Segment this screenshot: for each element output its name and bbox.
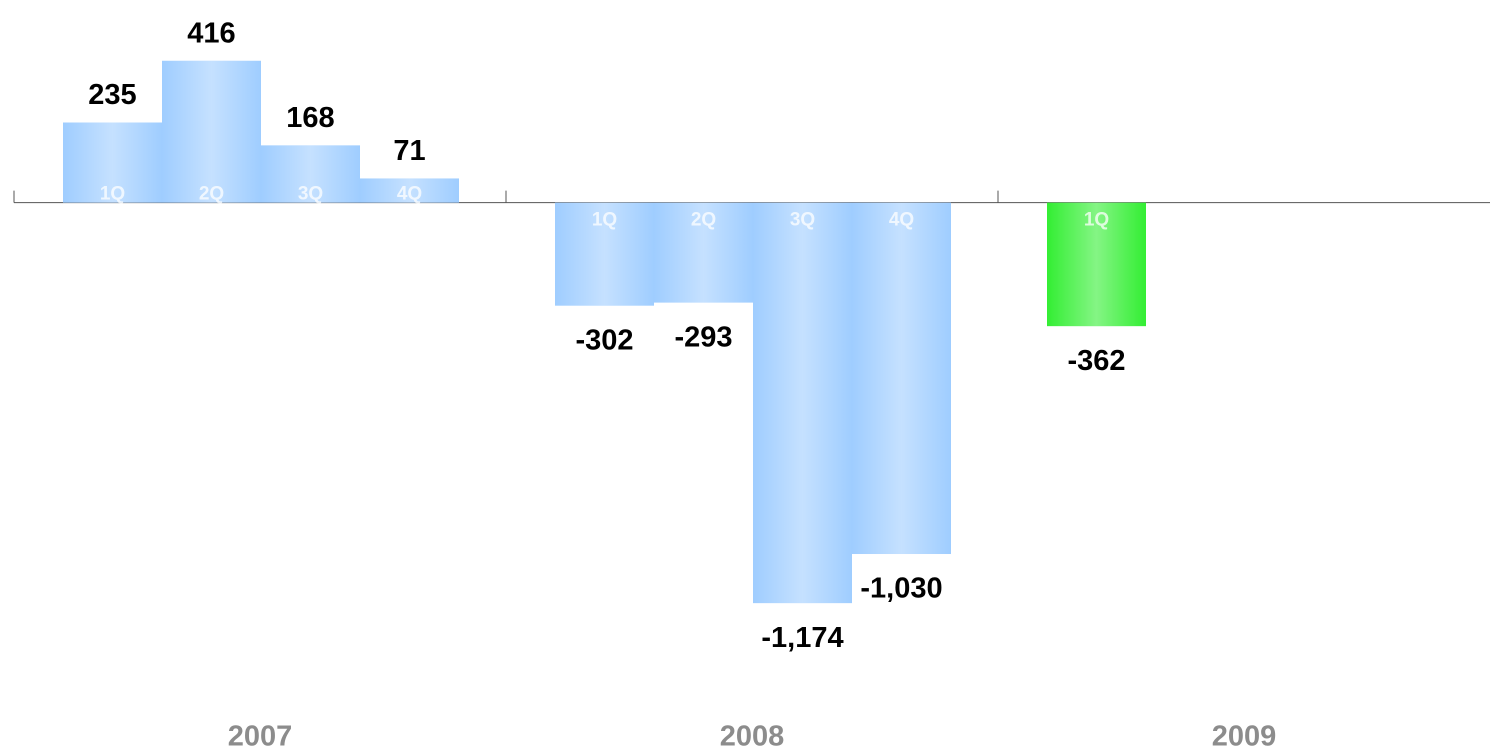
bar-highlight	[63, 122, 162, 203]
bar-highlight	[261, 145, 360, 203]
quarter-label: 3Q	[790, 210, 815, 231]
value-label: -302	[575, 324, 633, 356]
bar-highlight	[852, 202, 951, 555]
value-label: -293	[674, 321, 732, 353]
bar-highlight	[654, 202, 753, 303]
quarter-label: 1Q	[1084, 210, 1109, 231]
year-label: 2007	[228, 721, 293, 751]
value-label: -1,174	[761, 622, 843, 654]
year-label: 2008	[720, 721, 785, 751]
bar-highlight	[753, 202, 852, 604]
value-label: -1,030	[860, 573, 942, 605]
bar-highlight	[555, 202, 654, 306]
quarter-label: 1Q	[100, 184, 125, 205]
bar-highlight	[360, 178, 459, 203]
value-label: 235	[88, 79, 136, 111]
value-label: 168	[286, 102, 334, 134]
quarter-label: 2Q	[691, 210, 716, 231]
value-label: 71	[393, 135, 425, 167]
value-label: 416	[187, 17, 235, 49]
bar-highlight	[162, 60, 261, 203]
quarter-label: 3Q	[298, 184, 323, 205]
quarter-label: 4Q	[397, 184, 422, 205]
quarter-label: 4Q	[889, 210, 914, 231]
value-label: -362	[1067, 345, 1125, 377]
bar-highlight	[1047, 202, 1146, 327]
quarter-label: 1Q	[592, 210, 617, 231]
year-label: 2009	[1212, 721, 1277, 751]
quarter-label: 2Q	[199, 184, 224, 205]
